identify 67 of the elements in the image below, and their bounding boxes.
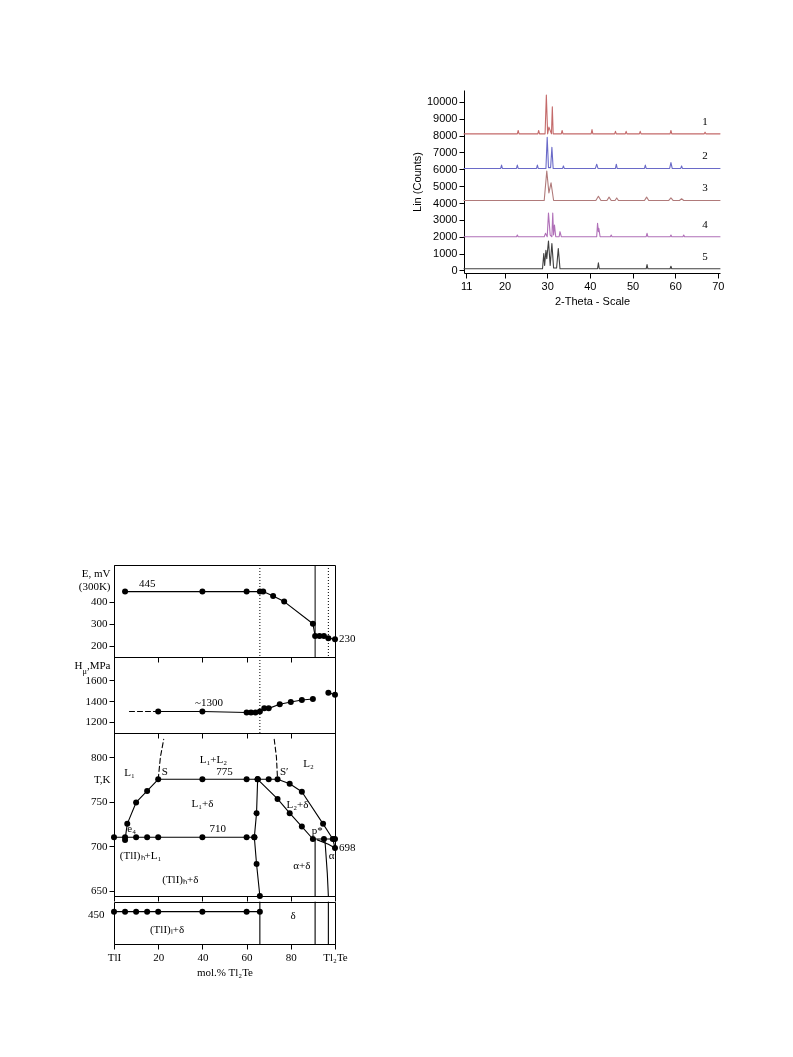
annotation: 775 [216,764,234,777]
annotation: e₄ [127,822,137,835]
annotation: L₁+δ [191,796,214,809]
annotation: (TlI)ₕ+δ [162,873,199,887]
annotation: 445 [138,577,156,590]
annotation: ~1300 [195,696,224,709]
annotation: S′ [279,764,289,777]
y-tick-label: 800 [91,750,108,763]
y-tick-label: 10000 [426,95,458,108]
y-tick-label: 0 [451,263,458,276]
x-tick-label: 20 [153,950,165,963]
y-tick-label: 6000 [433,162,458,175]
annotation: L₂+δ [286,798,309,811]
annotation: (TlI)ₗ+δ [149,923,185,937]
x-tick-label: 40 [584,279,597,292]
y-tick-label: 650 [91,884,108,897]
x-tick-label: 20 [498,279,512,292]
y-tick-label: 1000 [433,247,458,260]
y-tick-label: 8000 [433,129,458,142]
y-tick-label: 1600 [85,673,108,686]
y-tick-label: 400 [91,595,108,608]
x-tick-label: TlI [107,950,122,963]
y-tick-label: 750 [91,795,108,808]
y-tick-label: 5000 [433,179,458,192]
annotation: δ [290,908,296,921]
annotation: p* [311,824,323,837]
annotation: S [161,765,168,778]
x-tick-label: 60 [669,279,682,292]
x-tick-label: 30 [541,279,554,292]
y-tick-label: 7000 [433,145,458,158]
series-label: 1 [702,114,708,127]
annotation: 230 [339,632,356,645]
y-axis-title: T,K [93,772,111,785]
x-tick-label: 50 [626,279,640,292]
series-label: 2 [702,149,708,162]
y-tick-label: 200 [91,639,108,652]
y-tick-label: 1400 [85,694,108,707]
annotation: (TlI)ₕ+L₁ [119,848,162,862]
annotation: L₁+L₂ [199,752,228,765]
annotation: α [328,848,335,861]
x-tick-label: 11 [460,279,473,292]
annotation: 710 [209,822,227,835]
y-tick-label: 300 [91,617,108,630]
x-tick-label: 80 [285,950,298,963]
y-axis-title: H$_{μ}$,MPa [74,658,111,675]
x-axis-title: 2-Theta - Scale [554,294,631,307]
x-tick-label: 70 [712,279,725,292]
y-axis-title: E, mV (300K) [78,566,111,593]
annotation: L₁ [124,765,135,778]
series-label: 3 [702,181,709,194]
y-tick-label: 9000 [433,112,458,125]
y-tick-label: 700 [91,839,108,852]
x-tick-label: 40 [197,950,209,963]
series-label: 4 [702,217,709,230]
y-tick-label: 4000 [433,196,458,209]
y-tick-label: 3000 [433,213,458,226]
series-label: 5 [702,249,709,262]
annotation: L₂ [303,757,314,770]
x-tick-label: 60 [241,950,254,963]
y-axis-title: Lin (Counts) [410,152,423,212]
y-tick-label: 2000 [433,230,458,243]
x-tick-label: Tl₂Te [323,950,348,963]
text: 450 [87,907,105,920]
x-axis-title: mol.% Tl₂Te [196,965,254,978]
annotation: α+δ [293,858,311,871]
annotation: 698 [339,840,356,853]
y-tick-label: 1200 [85,715,108,728]
